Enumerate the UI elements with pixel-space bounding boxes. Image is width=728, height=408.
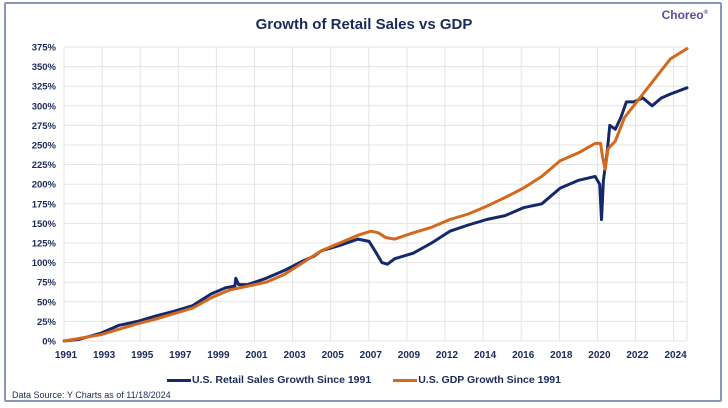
brand-logo: Choreo®	[662, 8, 708, 22]
y-tick-label: 75%	[37, 278, 57, 289]
x-tick-label: 2018	[550, 350, 573, 361]
y-tick-label: 225%	[32, 160, 57, 171]
y-tick-label: 25%	[37, 317, 57, 328]
x-tick-label: 2007	[360, 350, 383, 361]
legend-item-retail: U.S. Retail Sales Growth Since 1991	[167, 374, 371, 386]
data-source-note: Data Source: Y Charts as of 11/18/2024	[12, 390, 171, 400]
x-tick-label: 1993	[93, 350, 116, 361]
trademark-mark: ®	[703, 10, 708, 16]
y-tick-label: 125%	[32, 239, 57, 250]
x-tick-label: 2009	[398, 350, 421, 361]
x-tick-label: 2016	[512, 350, 535, 361]
y-tick-label: 275%	[32, 121, 57, 132]
y-tick-label: 350%	[32, 62, 57, 73]
x-tick-label: 2020	[588, 350, 611, 361]
x-tick-label: 1997	[169, 350, 192, 361]
y-tick-label: 200%	[32, 180, 57, 191]
y-tick-label: 100%	[32, 258, 57, 269]
legend-item-gdp: U.S. GDP Growth Since 1991	[393, 374, 561, 386]
y-tick-label: 300%	[32, 101, 57, 112]
x-tick-label: 2001	[245, 350, 268, 361]
x-axis-ticks: 1991 1993 1995 1997 1999 2001 2003 2005 2007 2009…	[55, 350, 687, 361]
series-line-gdp	[62, 47, 689, 343]
y-axis-ticks: 0% 25% 50% 75% 100% 125% 150% 175% 200% 225% 250% 2…	[32, 43, 57, 348]
series-lines	[62, 47, 689, 343]
chart-title: Growth of Retail Sales vs GDP	[255, 16, 473, 33]
y-tick-label: 50%	[37, 297, 57, 308]
y-tick-label: 375%	[32, 43, 57, 54]
legend: U.S. Retail Sales Growth Since 1991 U.S.…	[0, 374, 728, 386]
legend-swatch-retail	[167, 378, 192, 382]
legend-swatch-gdp	[393, 378, 418, 382]
x-tick-label: 2003	[283, 350, 306, 361]
gridlines	[63, 46, 688, 342]
y-tick-label: 250%	[32, 141, 57, 152]
x-tick-label: 1999	[207, 350, 230, 361]
x-tick-label: 2022	[626, 350, 649, 361]
x-tick-label: 2014	[474, 350, 497, 361]
x-tick-label: 2005	[322, 350, 345, 361]
y-tick-label: 325%	[32, 82, 57, 93]
y-tick-label: 150%	[32, 219, 57, 230]
brand-name: Choreo	[661, 8, 704, 22]
legend-label-retail: U.S. Retail Sales Growth Since 1991	[192, 374, 372, 386]
x-tick-label: 2024	[664, 350, 687, 361]
x-tick-label: 1991	[55, 350, 78, 361]
y-tick-label: 0%	[42, 337, 56, 348]
x-tick-label: 2012	[436, 350, 459, 361]
legend-label-gdp: U.S. GDP Growth Since 1991	[418, 374, 561, 386]
x-tick-label: 1995	[131, 350, 154, 361]
y-tick-label: 175%	[32, 199, 57, 210]
